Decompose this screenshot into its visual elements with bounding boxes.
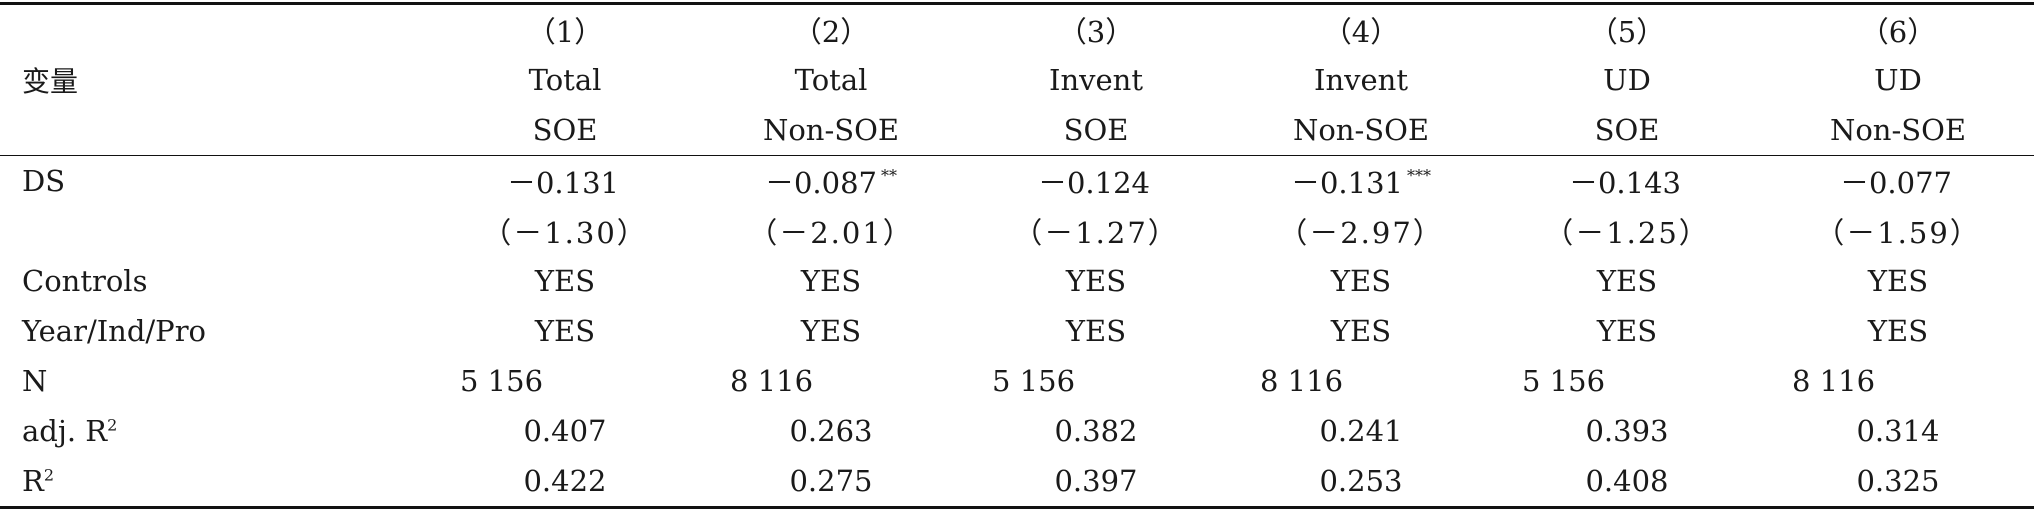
col-sample: SOE [532,113,598,147]
row-label: N [22,364,48,398]
value-cell: 0.241 [1319,414,1403,448]
row-label: adj. R2 [22,414,118,448]
coef-cell: －0.124 [962,155,1230,206]
value-cell: 0.275 [700,456,962,509]
col-number: （5） [1588,15,1666,49]
value-cell: 5 156 [460,364,544,398]
value-cell: 0.408 [1492,456,1762,509]
value-cell: YES [534,314,596,348]
tstat-cell: （－1.59） [1815,216,1981,250]
header-row-sample: SOE Non-SOE SOE Non-SOE SOE Non-SOE [0,105,2034,156]
value-cell: 0.263 [789,414,873,448]
coef-cell: －0.143 [1492,155,1762,206]
value-cell: 0.407 [523,414,607,448]
value-cell: YES [1330,314,1392,348]
col-sample: SOE [1594,113,1660,147]
col-dependent: UD [1603,63,1651,97]
col-number: （6） [1859,15,1937,49]
table-row-adj-r2: adj. R2 0.407 0.263 0.382 0.241 0.393 0.… [0,406,2034,456]
value-cell: 5 156 [1522,364,1606,398]
col-number: （3） [1057,15,1135,49]
col-sample: Non-SOE [1292,113,1430,147]
value-cell: YES [1065,314,1127,348]
coef-cell: －0.131 [430,155,700,206]
table-row-r2: R2 0.422 0.275 0.397 0.253 0.408 0.325 [0,456,2034,509]
value-cell: 8 116 [730,364,814,398]
value-cell: 0.253 [1230,456,1492,509]
tstat-cell: （－2.01） [748,216,914,250]
col-dependent: Total [794,63,868,97]
tstat-cell: （－1.30） [482,216,648,250]
value-cell: 0.325 [1762,456,2034,509]
value-cell: 8 116 [1792,364,1876,398]
value-cell: 5 156 [992,364,1076,398]
tstat-cell: （－1.27） [1013,216,1179,250]
tstat-cell: （－2.97） [1278,216,1444,250]
row-label: DS [0,155,430,206]
value-cell: 0.314 [1856,414,1940,448]
value-cell: YES [800,314,862,348]
col-number: （4） [1322,15,1400,49]
coef-cell: －0.087 ** [700,155,962,206]
value-cell: YES [800,264,862,298]
value-cell: 8 116 [1260,364,1344,398]
value-cell: YES [1065,264,1127,298]
col-dependent: Invent [1313,63,1408,97]
col-dependent: Invent [1048,63,1143,97]
col-sample: SOE [1063,113,1129,147]
row-label: Controls [22,264,148,298]
value-cell: YES [534,264,596,298]
col-number: （2） [792,15,870,49]
table-row-ds: DS －0.131 －0.087 ** －0.124 －0.131 *** －0.1… [0,155,2034,206]
col-sample: Non-SOE [762,113,900,147]
row-label: R2 [0,456,430,509]
table-row-fixed-effects: Year/Ind/Pro YES YES YES YES YES YES [0,306,2034,356]
value-cell: YES [1596,264,1658,298]
col-number: （1） [526,15,604,49]
col-dependent: UD [1874,63,1922,97]
row-label: Year/Ind/Pro [22,314,207,348]
variable-header: 变量 [22,65,79,98]
value-cell: YES [1330,264,1392,298]
table-row-n: N 5 156 8 116 5 156 8 116 5 156 8 116 [0,356,2034,406]
value-cell: 0.422 [430,456,700,509]
value-cell: YES [1596,314,1658,348]
table-row-controls: Controls YES YES YES YES YES YES [0,256,2034,306]
value-cell: 0.393 [1585,414,1669,448]
value-cell: 0.382 [1054,414,1138,448]
coef-cell: －0.077 [1762,155,2034,206]
table-row-tstat: （－1.30） （－2.01） （－1.27） （－2.97） （－1.25） … [0,206,2034,256]
value-cell: 0.397 [962,456,1230,509]
col-sample: Non-SOE [1829,113,1967,147]
value-cell: YES [1867,314,1929,348]
header-row-dependent: 变量 Total Total Invent Invent UD UD [0,55,2034,105]
col-dependent: Total [528,63,602,97]
coef-cell: －0.131 *** [1230,155,1492,206]
value-cell: YES [1867,264,1929,298]
tstat-cell: （－1.25） [1544,216,1710,250]
header-row-numbers: （1） （2） （3） （4） （5） （6） [0,3,2034,56]
